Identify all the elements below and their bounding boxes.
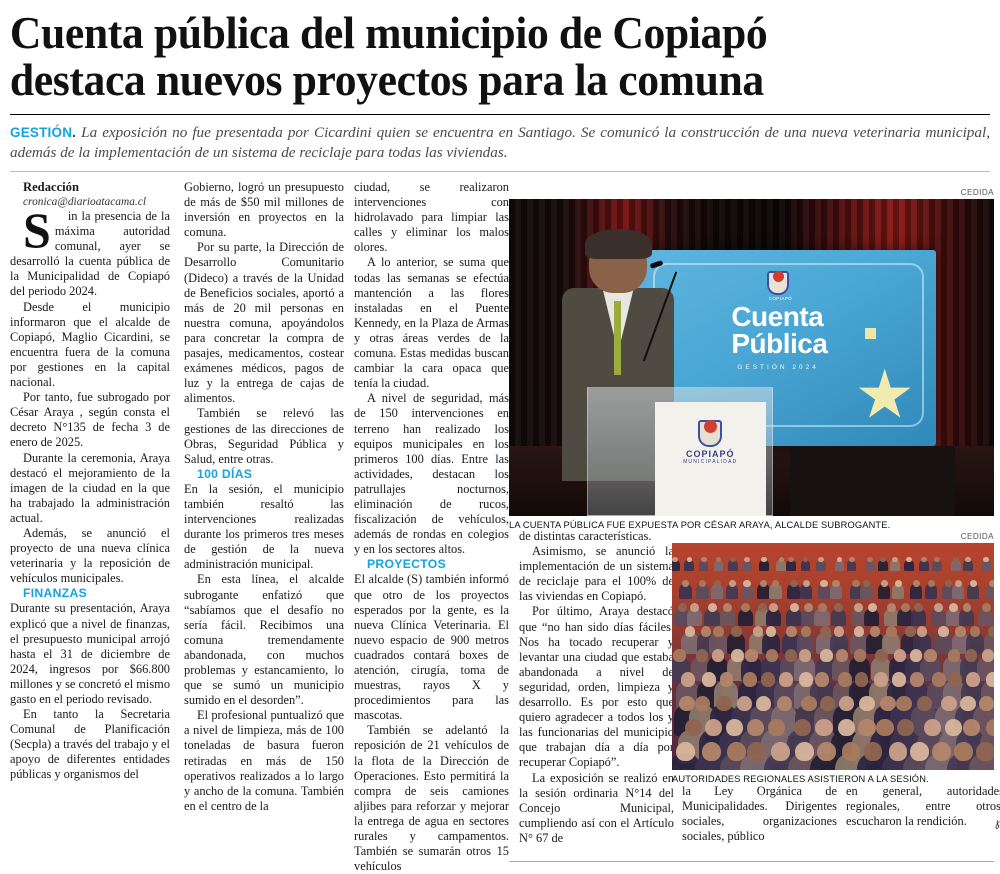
headline-line-1: Cuenta pública del municipio de Copiapó bbox=[10, 10, 961, 57]
column-2: Gobierno, logró un presupuesto de más de… bbox=[184, 180, 344, 814]
paragraph: A nivel de seguridad, más de 150 interve… bbox=[354, 391, 509, 557]
column-6: en general, autoridades regionales, entr… bbox=[846, 784, 1000, 830]
screen-title-line-2: Pública bbox=[731, 330, 827, 357]
paragraph: También se relevó las gestiones de las d… bbox=[184, 406, 344, 466]
photo-credit: CEDIDA bbox=[509, 188, 994, 197]
municipal-crest-icon: COPIAPÓ bbox=[767, 267, 793, 297]
paragraph: En la sesión, el municipio también resal… bbox=[184, 482, 344, 573]
screen-subtitle: GESTIÓN 2024 bbox=[737, 364, 819, 371]
section-heading-proyectos: PROYECTOS bbox=[354, 557, 509, 572]
paragraph: También se adelantó la reposición de 21 … bbox=[354, 723, 509, 874]
drop-cap: S bbox=[10, 209, 55, 250]
paragraph: Gobierno, logró un presupuesto de más de… bbox=[184, 180, 344, 240]
photo-audience bbox=[672, 543, 994, 770]
photo-credit: CEDIDA bbox=[672, 532, 994, 541]
paragraph: Asimismo, se anunció la implementación d… bbox=[519, 544, 674, 604]
section-heading-finanzas: FINANZAS bbox=[10, 586, 170, 601]
headline-line-2: destaca nuevos proyectos para la comuna bbox=[10, 57, 961, 104]
paragraph: En esta línea, el alcalde subrogante enf… bbox=[184, 572, 344, 708]
paragraph: Por último, Araya destacó que “no han si… bbox=[519, 604, 674, 770]
photo-podium: COPIAPÓ Cuenta Pública GESTIÓN 2024 bbox=[509, 199, 994, 516]
paragraph: Durante la ceremonia, Araya destacó el m… bbox=[10, 451, 170, 526]
podium-banner: COPIAPÓ MUNICIPALIDAD bbox=[655, 402, 767, 516]
speaker-tie bbox=[614, 301, 622, 375]
paragraph: Sin la presencia de la máxima autoridad … bbox=[10, 209, 170, 300]
head-table bbox=[790, 446, 955, 516]
paragraph: A lo anterior, se suma que todas las sem… bbox=[354, 255, 509, 391]
lead-kicker-label: GESTIÓN bbox=[10, 125, 72, 140]
lead-kicker: GESTIÓN. bbox=[10, 125, 76, 140]
headline-divider bbox=[10, 114, 990, 115]
lead-divider bbox=[10, 171, 990, 172]
newspaper-page: Cuenta pública del municipio de Copiapó … bbox=[0, 10, 1000, 868]
paragraph: La exposición se realizó en la sesión or… bbox=[519, 771, 674, 846]
photo-caption: AUTORIDADES REGIONALES ASISTIERON A LA S… bbox=[672, 774, 994, 785]
paragraph: Por tanto, fue subrogado por César Araya… bbox=[10, 390, 170, 450]
paragraph: Además, se anunció el proyecto de una nu… bbox=[10, 526, 170, 586]
column-5: la Ley Orgánica de Municipalidades. Diri… bbox=[682, 784, 837, 844]
column-1: Redacción cronica@diarioatacama.cl Sin l… bbox=[10, 180, 170, 783]
screen-title-line-1: Cuenta bbox=[731, 303, 827, 330]
page-title: Cuenta pública del municipio de Copiapó … bbox=[6, 10, 964, 104]
paragraph: El profesional puntualizó que a nivel de… bbox=[184, 708, 344, 814]
column-3: ciudad, se realizaron intervenciones con… bbox=[354, 180, 509, 874]
lead-kicker-dot: . bbox=[72, 125, 76, 140]
screen-title: Cuenta Pública bbox=[731, 303, 827, 357]
paragraph: ciudad, se realizaron intervenciones con… bbox=[354, 180, 509, 255]
byline-email[interactable]: cronica@diarioatacama.cl bbox=[10, 195, 170, 209]
photo-caption: LA CUENTA PÚBLICA FUE EXPUESTA POR CÉSAR… bbox=[509, 520, 994, 531]
paragraph: El alcalde (S) también informó que otro … bbox=[354, 572, 509, 723]
lead-text: La exposición no fue presentada por Cica… bbox=[10, 124, 990, 161]
screen-square-accent bbox=[865, 328, 876, 339]
audience-crowd bbox=[672, 543, 994, 770]
footer-divider bbox=[509, 861, 994, 862]
speaker-hair bbox=[585, 229, 652, 259]
paragraph: En tanto la Secretaria Comunal de Planif… bbox=[10, 707, 170, 782]
paragraph: de distintas características. bbox=[519, 529, 674, 544]
photo-block-podium: CEDIDA COPIAPÓ Cuenta Pública GESTIÓN 20… bbox=[509, 188, 994, 531]
section-heading-cien-dias: 100 DÍAS bbox=[184, 467, 344, 482]
banner-crest-icon bbox=[698, 420, 722, 447]
photo-block-audience: CEDIDA AUTORIDADES REGIONALES ASISTIERON… bbox=[672, 532, 994, 785]
paragraph: Durante su presentación, Araya explicó q… bbox=[10, 601, 170, 707]
paragraph: Desde el municipio informaron que el alc… bbox=[10, 300, 170, 391]
column-4: de distintas características. Asimismo, … bbox=[519, 529, 674, 846]
byline-author: Redacción bbox=[10, 180, 170, 195]
lead-paragraph: GESTIÓN. La exposición no fue presentada… bbox=[10, 123, 990, 162]
paragraph: la Ley Orgánica de Municipalidades. Diri… bbox=[682, 784, 837, 844]
paragraph: Por su parte, la Dirección de Desarrollo… bbox=[184, 240, 344, 406]
